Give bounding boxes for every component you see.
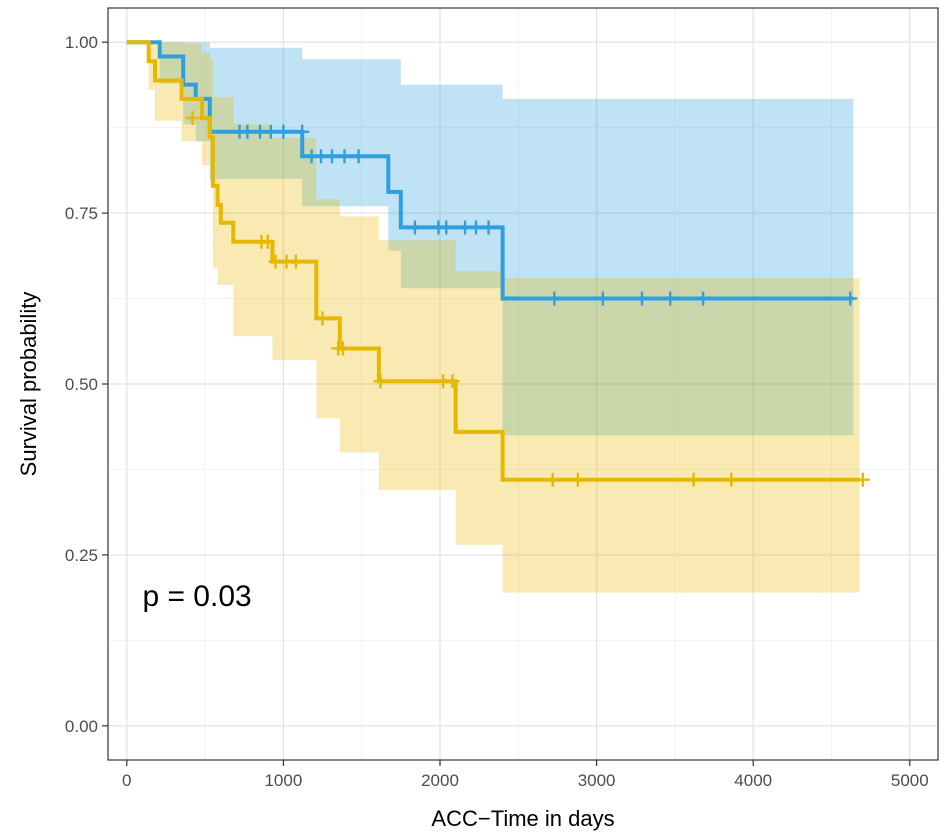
y-axis-title: Survival probability (16, 292, 41, 477)
y-tick-label: 0.50 (65, 375, 98, 394)
censor-mark (335, 341, 350, 356)
confidence-band-2 (126, 42, 860, 593)
censor-mark (315, 311, 330, 326)
x-tick-label: 5000 (891, 771, 929, 790)
y-tick-label: 0.00 (65, 717, 98, 736)
censor-mark (351, 149, 366, 164)
censor-mark (570, 472, 585, 487)
censor-mark (481, 220, 496, 235)
censor-mark (855, 472, 870, 487)
censor-mark (696, 291, 711, 306)
censor-mark (407, 220, 422, 235)
censor-mark (337, 149, 352, 164)
censor-mark (663, 291, 678, 306)
censor-mark (260, 234, 275, 249)
x-tick-label: 1000 (264, 771, 302, 790)
y-tick-label: 0.75 (65, 204, 98, 223)
censor-mark (686, 472, 701, 487)
censor-mark (276, 124, 291, 139)
survival-curve-2 (126, 40, 860, 482)
censor-mark (547, 291, 562, 306)
x-tick-label: 4000 (734, 771, 772, 790)
censor-mark (545, 472, 560, 487)
censor-marks (185, 111, 870, 487)
censor-mark (445, 374, 460, 389)
censor-mark (288, 254, 303, 269)
censor-mark (240, 124, 255, 139)
axes: 0 1000 2000 3000 4000 5000 0.00 0.25 0.50 0.75 1.0… (65, 33, 929, 790)
censor-mark (373, 374, 388, 389)
confidence-bands (126, 42, 860, 593)
x-tick-label: 3000 (578, 771, 616, 790)
x-tick-label: 0 (122, 771, 131, 790)
censor-mark (635, 291, 650, 306)
p-value-annotation: p = 0.03 (142, 580, 251, 613)
censor-mark (843, 291, 858, 306)
confidence-band-1 (126, 42, 854, 436)
x-tick-label: 2000 (421, 771, 459, 790)
censor-mark (295, 124, 310, 139)
x-axis-title: ACC−Time in days (431, 806, 614, 831)
censor-mark (263, 124, 278, 139)
censor-mark (324, 149, 339, 164)
censor-mark (185, 111, 200, 126)
y-tick-label: 1.00 (65, 33, 98, 52)
censor-mark (724, 472, 739, 487)
censor-mark (469, 220, 484, 235)
y-tick-label: 0.25 (65, 546, 98, 565)
censor-mark (595, 291, 610, 306)
censor-mark (439, 220, 454, 235)
